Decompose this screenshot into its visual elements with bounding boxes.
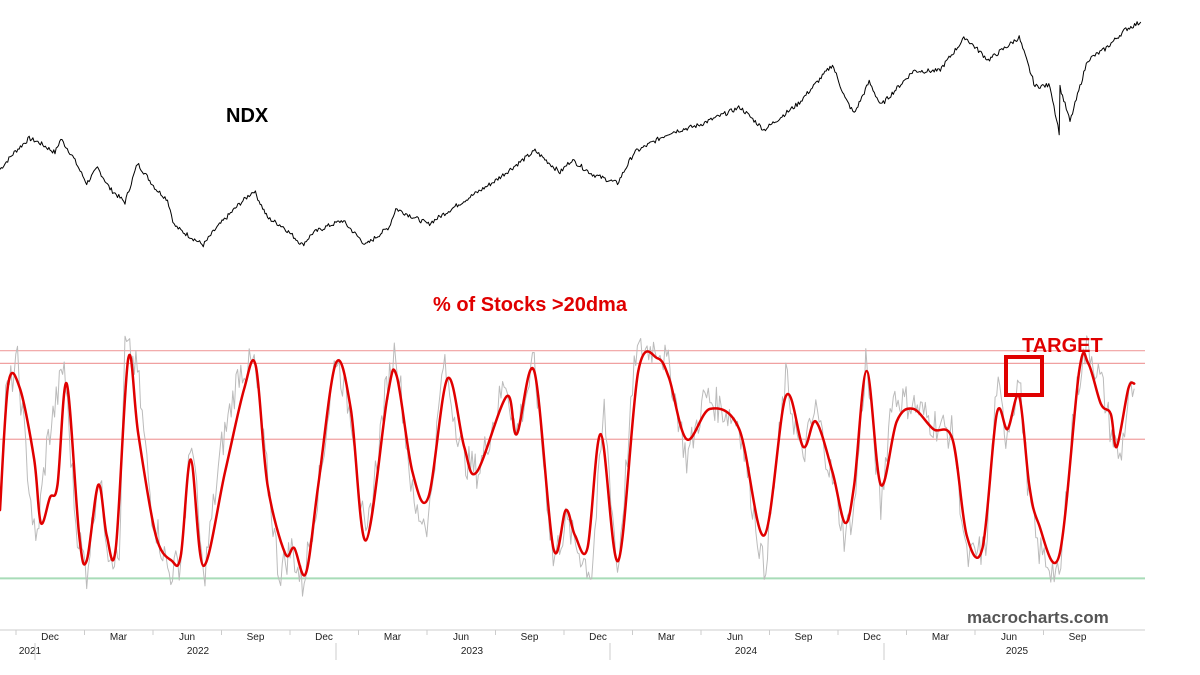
x-axis: Dec Mar Jun Sep Dec Mar Jun Sep Dec Mar Jun Sep Dec M… (0, 629, 1145, 660)
x-tick-year: 2022 (187, 646, 210, 657)
x-tick-month: Sep (521, 632, 539, 643)
x-tick-month: Mar (384, 632, 402, 643)
x-tick-month: Sep (795, 632, 813, 643)
x-tick-year: 2024 (735, 646, 758, 657)
year-ticks: 2021 2022 2023 2024 2025 (19, 643, 1029, 660)
x-tick-month: Jun (727, 632, 743, 643)
breadth-title: % of Stocks >20dma (433, 294, 628, 316)
ndx-line (0, 21, 1142, 248)
x-tick-month: Jun (1001, 632, 1017, 643)
reference-lines (0, 350, 1145, 580)
breadth-smoothed-line (0, 350, 1136, 577)
x-tick-month: Jun (453, 632, 469, 643)
x-tick-month: Dec (863, 632, 881, 643)
month-ticks: Dec Mar Jun Sep Dec Mar Jun Sep Dec Mar Jun Sep Dec M… (15, 630, 1087, 643)
x-tick-year: 2023 (461, 646, 484, 657)
x-tick-month: Dec (41, 632, 59, 643)
ndx-title: NDX (226, 105, 269, 127)
x-tick-month: Dec (589, 632, 607, 643)
x-tick-year: 2021 (19, 646, 42, 657)
x-tick-year: 2025 (1006, 646, 1029, 657)
target-label: TARGET (1022, 335, 1103, 357)
x-tick-month: Mar (932, 632, 950, 643)
breadth-raw-line (0, 335, 1135, 597)
x-tick-month: Dec (315, 632, 333, 643)
x-tick-month: Mar (658, 632, 676, 643)
watermark: macrocharts.com (967, 608, 1109, 627)
breadth-panel: % of Stocks >20dma TARGET (0, 294, 1145, 597)
x-tick-month: Sep (247, 632, 265, 643)
target-box (1004, 355, 1044, 397)
x-tick-month: Jun (179, 632, 195, 643)
x-tick-month: Mar (110, 632, 128, 643)
ndx-panel: NDX (0, 21, 1142, 248)
x-tick-month: Sep (1069, 632, 1087, 643)
